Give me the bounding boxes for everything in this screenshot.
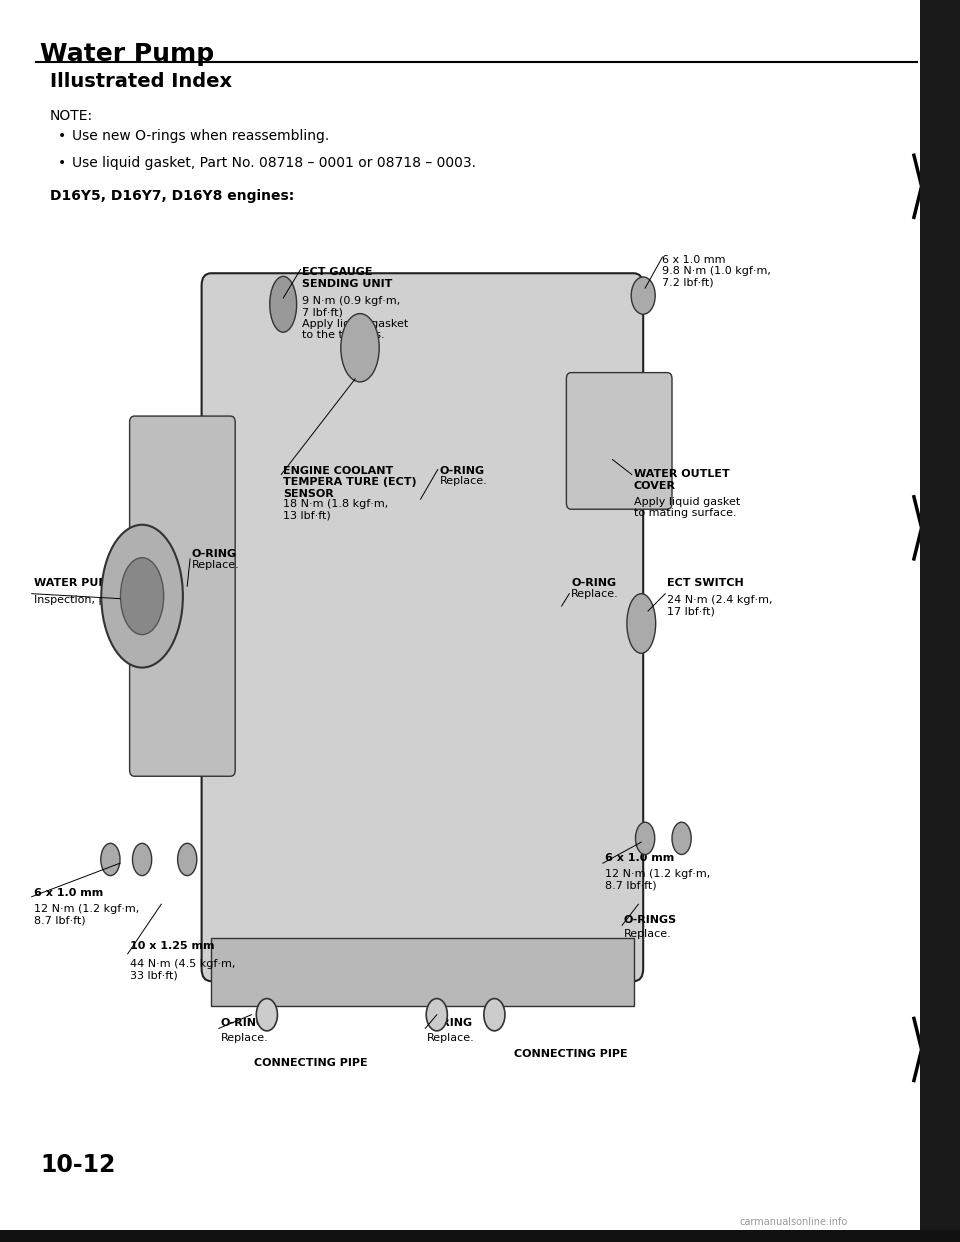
Text: WATER OUTLET
COVER: WATER OUTLET COVER [634,469,730,491]
Ellipse shape [101,843,120,876]
Text: •: • [58,156,66,170]
FancyBboxPatch shape [566,373,672,509]
Text: 12 N·m (1.2 kgf·m,
8.7 lbf·ft): 12 N·m (1.2 kgf·m, 8.7 lbf·ft) [34,904,139,925]
Text: Replace.: Replace. [624,929,672,939]
Text: Use liquid gasket, Part No. 08718 – 0001 or 08718 – 0003.: Use liquid gasket, Part No. 08718 – 0001… [72,156,476,170]
Ellipse shape [178,843,197,876]
Text: Replace.: Replace. [440,476,488,486]
Text: O-RING: O-RING [192,549,237,559]
Text: 18 N·m (1.8 kgf·m,
13 lbf·ft): 18 N·m (1.8 kgf·m, 13 lbf·ft) [283,499,389,520]
Text: O-RING: O-RING [221,1018,266,1028]
Text: 24 N·m (2.4 kgf·m,
17 lbf·ft): 24 N·m (2.4 kgf·m, 17 lbf·ft) [667,595,773,616]
Ellipse shape [636,822,655,854]
Text: O-RING: O-RING [440,466,485,476]
Ellipse shape [632,277,655,314]
Text: O-RINGS: O-RINGS [624,915,677,925]
Text: 10 x 1.25 mm: 10 x 1.25 mm [130,941,214,951]
Text: •: • [58,129,66,143]
Ellipse shape [132,843,152,876]
Text: carmanualsonline.info: carmanualsonline.info [739,1217,848,1227]
Text: CONNECTING PIPE: CONNECTING PIPE [254,1058,368,1068]
Text: ECT GAUGE
SENDING UNIT: ECT GAUGE SENDING UNIT [302,267,393,288]
Text: 44 N·m (4.5 kgf·m,
33 lbf·ft): 44 N·m (4.5 kgf·m, 33 lbf·ft) [130,959,235,980]
FancyBboxPatch shape [130,416,235,776]
Ellipse shape [341,314,379,383]
Text: 6 x 1.0 mm: 6 x 1.0 mm [605,853,674,863]
Bar [211,938,634,1006]
Text: 10-12: 10-12 [40,1154,116,1177]
Text: Replace.: Replace. [427,1033,475,1043]
Text: 6 x 1.0 mm
9.8 N·m (1.0 kgf·m,
7.2 lbf·ft): 6 x 1.0 mm 9.8 N·m (1.0 kgf·m, 7.2 lbf·f… [662,255,771,288]
Text: 6 x 1.0 mm: 6 x 1.0 mm [34,888,103,898]
Text: ECT SWITCH: ECT SWITCH [667,578,744,587]
Text: D16Y5, D16Y7, D16Y8 engines:: D16Y5, D16Y7, D16Y8 engines: [50,189,294,202]
Ellipse shape [672,822,691,854]
Ellipse shape [426,999,447,1031]
Ellipse shape [256,999,277,1031]
Text: NOTE:: NOTE: [50,109,93,123]
Text: Water Pump: Water Pump [40,42,214,66]
Text: 9 N·m (0.9 kgf·m,
7 lbf·ft)
Apply liquid gasket
to the threads.: 9 N·m (0.9 kgf·m, 7 lbf·ft) Apply liquid… [302,296,409,340]
Ellipse shape [627,594,656,653]
Text: O-RING: O-RING [427,1018,472,1028]
Bar [0,1230,960,1242]
Ellipse shape [101,524,182,667]
Ellipse shape [121,558,163,635]
Text: Apply liquid gasket
to mating surface.: Apply liquid gasket to mating surface. [634,497,740,518]
Text: CONNECTING PIPE: CONNECTING PIPE [514,1049,627,1059]
Text: Illustrated Index: Illustrated Index [50,72,232,91]
Text: Replace.: Replace. [192,560,240,570]
Text: Replace.: Replace. [221,1033,269,1043]
Text: Replace.: Replace. [571,589,619,599]
Text: 12 N·m (1.2 kgf·m,
8.7 lbf·ft): 12 N·m (1.2 kgf·m, 8.7 lbf·ft) [605,869,710,891]
Bar [920,0,960,1242]
Text: WATER PUMP: WATER PUMP [34,578,117,587]
Text: Inspection, page 10-14: Inspection, page 10-14 [34,595,161,605]
Text: O-RING: O-RING [571,578,616,587]
Ellipse shape [484,999,505,1031]
Text: Use new O-rings when reassembling.: Use new O-rings when reassembling. [72,129,329,143]
FancyBboxPatch shape [202,273,643,981]
Ellipse shape [270,276,297,333]
Text: ENGINE COOLANT
TEMPERA TURE (ECT)
SENSOR: ENGINE COOLANT TEMPERA TURE (ECT) SENSOR [283,466,417,499]
